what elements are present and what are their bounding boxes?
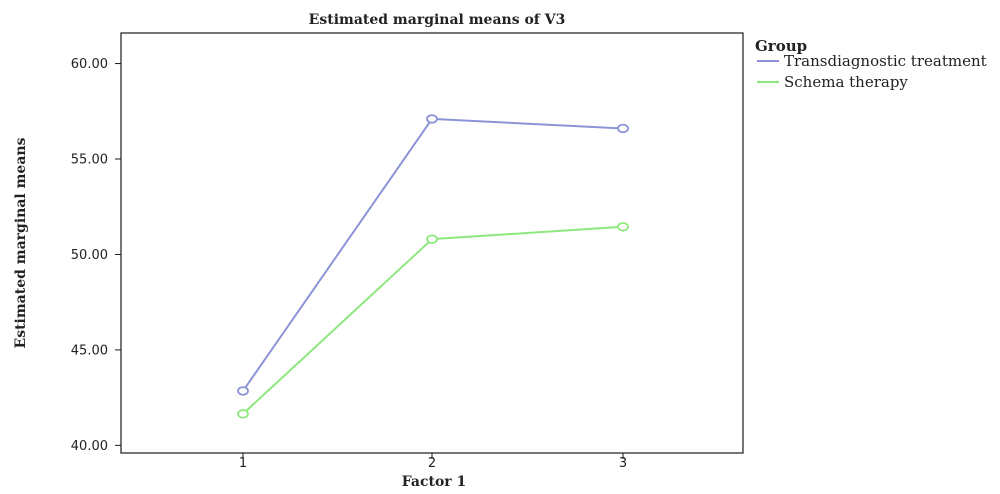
series-point-1 bbox=[426, 114, 438, 124]
x-axis-title: Factor 1 bbox=[402, 474, 467, 490]
y-axis-title: Estimated marginal means bbox=[13, 137, 29, 348]
y-axis: 40.00 45.00 50.00 55.00 60.00 bbox=[71, 57, 121, 454]
legend: Group Transdiagnostic treatment Schema th… bbox=[755, 37, 987, 91]
series-point-2 bbox=[617, 222, 629, 232]
y-tick-label: 45.00 bbox=[71, 343, 108, 358]
series-point-1 bbox=[617, 123, 629, 134]
x-tick-label: 1 bbox=[239, 456, 247, 471]
x-tick-label: 3 bbox=[619, 456, 627, 471]
chart-title: Estimated marginal means of V3 bbox=[309, 12, 566, 28]
legend-label: Transdiagnostic treatment bbox=[784, 52, 987, 70]
series-point-2 bbox=[237, 409, 249, 419]
y-tick-label: 50.00 bbox=[71, 248, 108, 263]
legend-items: Transdiagnostic treatment Schema therapy bbox=[757, 52, 987, 91]
y-tick-label: 40.00 bbox=[71, 439, 108, 454]
series-point-2 bbox=[426, 234, 438, 244]
legend-title: Group bbox=[755, 37, 807, 55]
series-layer bbox=[237, 114, 629, 419]
x-tick-label: 2 bbox=[428, 456, 436, 471]
series-line-2 bbox=[242, 225, 624, 415]
series-point-1 bbox=[237, 386, 249, 396]
series-line-1 bbox=[242, 117, 624, 392]
y-tick-label: 60.00 bbox=[71, 57, 108, 72]
y-tick-label: 55.00 bbox=[71, 153, 108, 168]
x-axis: 1 2 3 bbox=[239, 453, 627, 471]
legend-label: Schema therapy bbox=[784, 73, 908, 91]
